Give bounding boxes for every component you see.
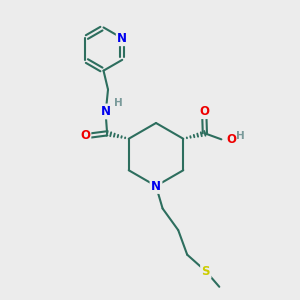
Text: H: H xyxy=(236,131,244,141)
Text: N: N xyxy=(151,179,161,193)
Text: O: O xyxy=(227,133,237,146)
Text: O: O xyxy=(199,105,209,118)
Text: N: N xyxy=(117,32,127,45)
Text: O: O xyxy=(80,129,90,142)
Text: H: H xyxy=(114,98,123,108)
Text: S: S xyxy=(202,265,210,278)
Text: N: N xyxy=(100,105,111,118)
